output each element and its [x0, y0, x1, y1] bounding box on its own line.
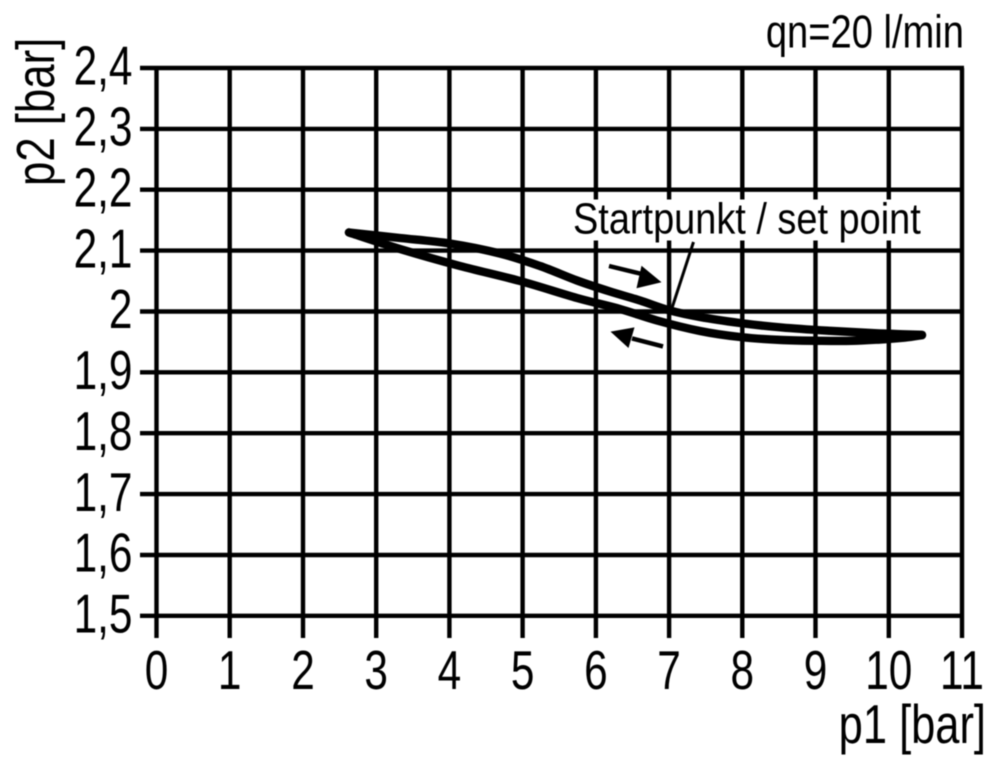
svg-text:1: 1	[218, 641, 242, 702]
svg-text:0: 0	[145, 641, 169, 702]
svg-text:1,9: 1,9	[74, 341, 133, 402]
svg-text:1,5: 1,5	[74, 584, 133, 645]
svg-text:qn=20 l/min: qn=20 l/min	[766, 7, 964, 58]
svg-text:Startpunkt / set point: Startpunkt / set point	[573, 194, 921, 243]
svg-text:9: 9	[804, 641, 828, 702]
svg-text:2: 2	[109, 280, 133, 341]
svg-text:p2 [bar]: p2 [bar]	[7, 38, 66, 186]
svg-text:8: 8	[731, 641, 755, 702]
svg-text:10: 10	[865, 641, 912, 702]
svg-text:1,7: 1,7	[74, 463, 133, 524]
svg-text:6: 6	[584, 641, 608, 702]
svg-text:11: 11	[940, 641, 984, 702]
svg-text:3: 3	[364, 641, 388, 702]
svg-text:2: 2	[291, 641, 315, 702]
svg-text:2,3: 2,3	[74, 97, 133, 158]
svg-text:2,4: 2,4	[74, 37, 133, 98]
svg-text:p1 [bar]: p1 [bar]	[839, 693, 986, 755]
svg-text:1,8: 1,8	[74, 402, 133, 463]
svg-text:7: 7	[657, 641, 681, 702]
svg-text:2,2: 2,2	[74, 158, 133, 219]
svg-text:4: 4	[438, 641, 462, 702]
svg-text:2,1: 2,1	[74, 219, 133, 280]
svg-text:5: 5	[511, 641, 535, 702]
svg-text:1,6: 1,6	[74, 524, 133, 585]
